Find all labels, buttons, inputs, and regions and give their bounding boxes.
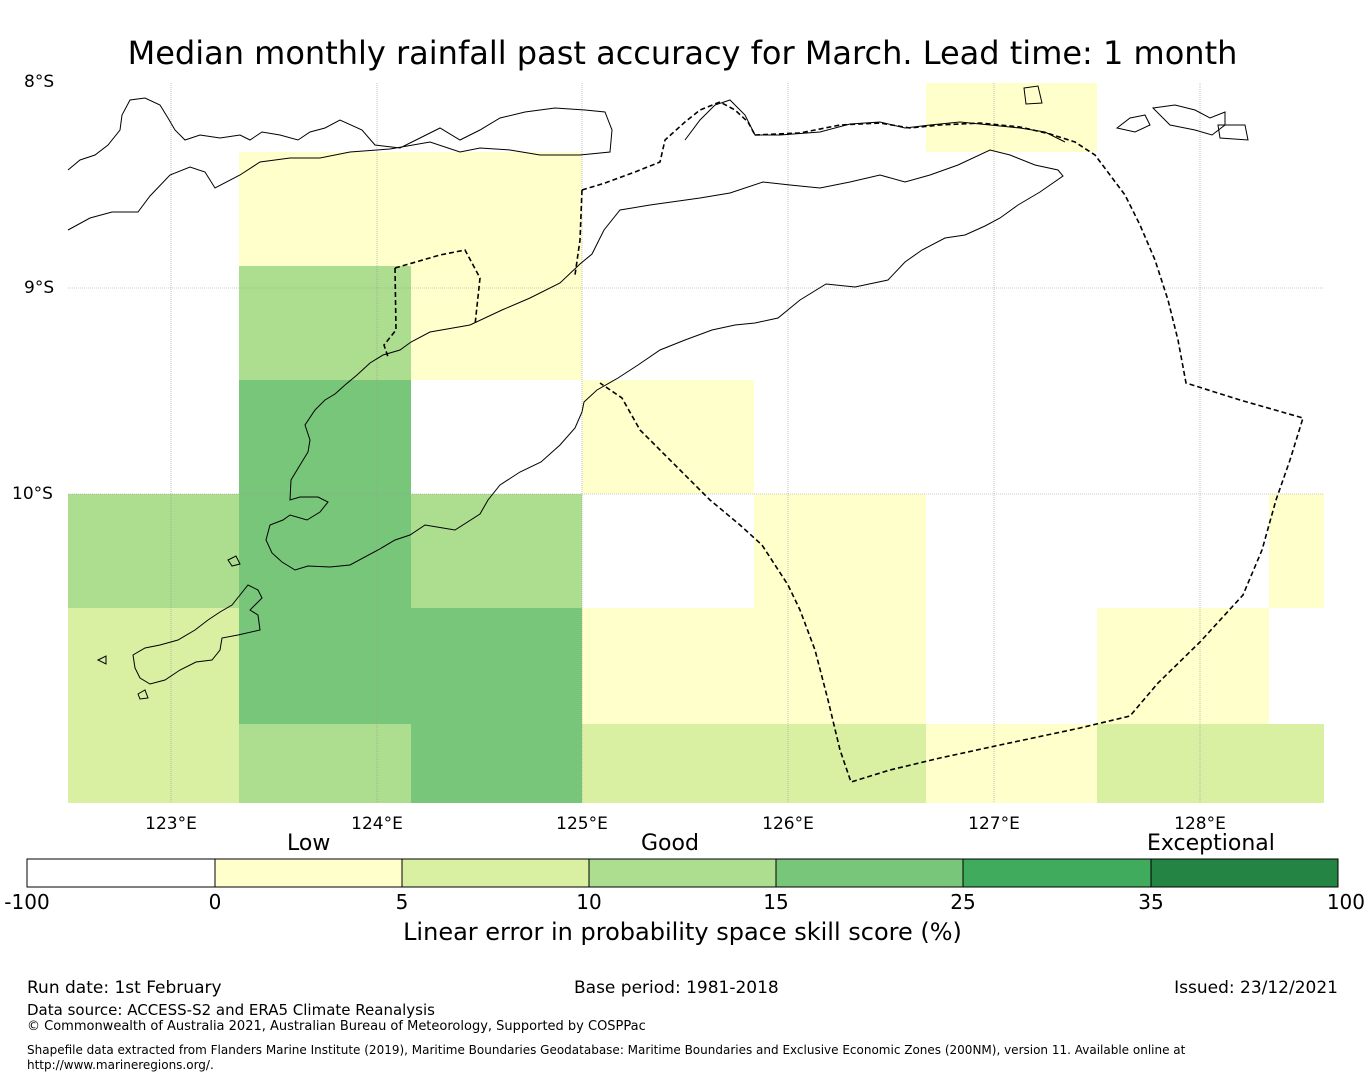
small-island (1151, 104, 1226, 136)
small-island (96, 655, 107, 665)
lon-label: 126°E (762, 814, 814, 834)
graticule (68, 83, 1324, 803)
small-island (137, 689, 149, 700)
grid-cell (1269, 494, 1324, 608)
lat-label: 8°S (24, 72, 55, 92)
issued-date: Issued: 23/12/2021 (1174, 978, 1338, 998)
copyright: © Commonwealth of Australia 2021, Austra… (27, 1019, 646, 1034)
grid-cell (239, 724, 411, 803)
colorbar-tick: 15 (763, 890, 789, 914)
lon-label: 124°E (351, 814, 403, 834)
colorbar-segment (1151, 859, 1338, 887)
grid-cell (411, 266, 582, 380)
colorbar-tick: 35 (1138, 890, 1164, 914)
timor-island-coastline (265, 149, 1064, 571)
colorbar-tick: 100 (1326, 890, 1365, 914)
small-island (1217, 124, 1249, 141)
colorbar-segment (776, 859, 963, 887)
small-island (1023, 85, 1043, 105)
grid-cell (754, 494, 926, 608)
data-source: Data source: ACCESS-S2 and ERA5 Climate … (27, 1001, 435, 1019)
colorbar-band-low: Low (287, 831, 331, 856)
grid-cell (926, 724, 1097, 803)
grid-cell (239, 494, 411, 608)
grid-cell (239, 152, 582, 266)
grid-cell (582, 724, 926, 803)
colorbar-segment (963, 859, 1151, 887)
lat-label: 10°S (12, 484, 53, 504)
run-date: Run date: 1st February (27, 978, 222, 998)
colorbar-band-good: Good (641, 831, 699, 856)
grid-cell (1097, 608, 1269, 724)
colorbar-tick: 25 (950, 890, 976, 914)
colorbar-segment (402, 859, 589, 887)
lat-label: 9°S (24, 278, 55, 298)
map-title: Median monthly rainfall past accuracy fo… (127, 34, 1238, 72)
colorbar-tick: 5 (395, 890, 409, 914)
colorbar-segment (27, 859, 215, 887)
grid-cell (411, 608, 582, 803)
shapefile-credit-line1: Shapefile data extracted from Flanders M… (27, 1043, 1186, 1057)
coastlines (67, 85, 1249, 700)
grid-cell (239, 266, 411, 380)
flores-island-coastline (67, 97, 613, 231)
colorbar-tick: 10 (576, 890, 602, 914)
colorbar (26, 858, 1339, 888)
grid-cell (411, 494, 582, 608)
grid-cell (582, 608, 926, 724)
skill-grid (68, 83, 1324, 803)
lon-label: 123°E (145, 814, 197, 834)
grid-cell (582, 380, 754, 494)
colorbar-tick: 0 (208, 890, 222, 914)
colorbar-tick: -100 (4, 890, 50, 914)
base-period: Base period: 1981-2018 (574, 978, 779, 998)
grid-cell (926, 83, 1097, 152)
grid-cell (68, 494, 239, 608)
maritime-boundary (383, 101, 1305, 783)
rote-island-coastline (132, 584, 263, 685)
colorbar-segment (589, 859, 776, 887)
colorbar-label: Linear error in probability space skill … (403, 918, 962, 946)
colorbar-segment (215, 859, 402, 887)
colorbar-band-exceptional: Exceptional (1147, 831, 1275, 856)
small-island (1115, 114, 1151, 133)
lon-label: 128°E (1174, 814, 1226, 834)
grid-cell (239, 380, 411, 494)
wetar-island-coastline (684, 99, 1066, 143)
shapefile-credit-line2: http://www.marineregions.org/. (27, 1058, 214, 1072)
lon-label: 125°E (556, 814, 608, 834)
grid-cell (239, 608, 411, 724)
small-island (227, 555, 241, 567)
grid-cell (68, 608, 239, 803)
lon-label: 127°E (968, 814, 1020, 834)
grid-cell (1097, 724, 1324, 803)
